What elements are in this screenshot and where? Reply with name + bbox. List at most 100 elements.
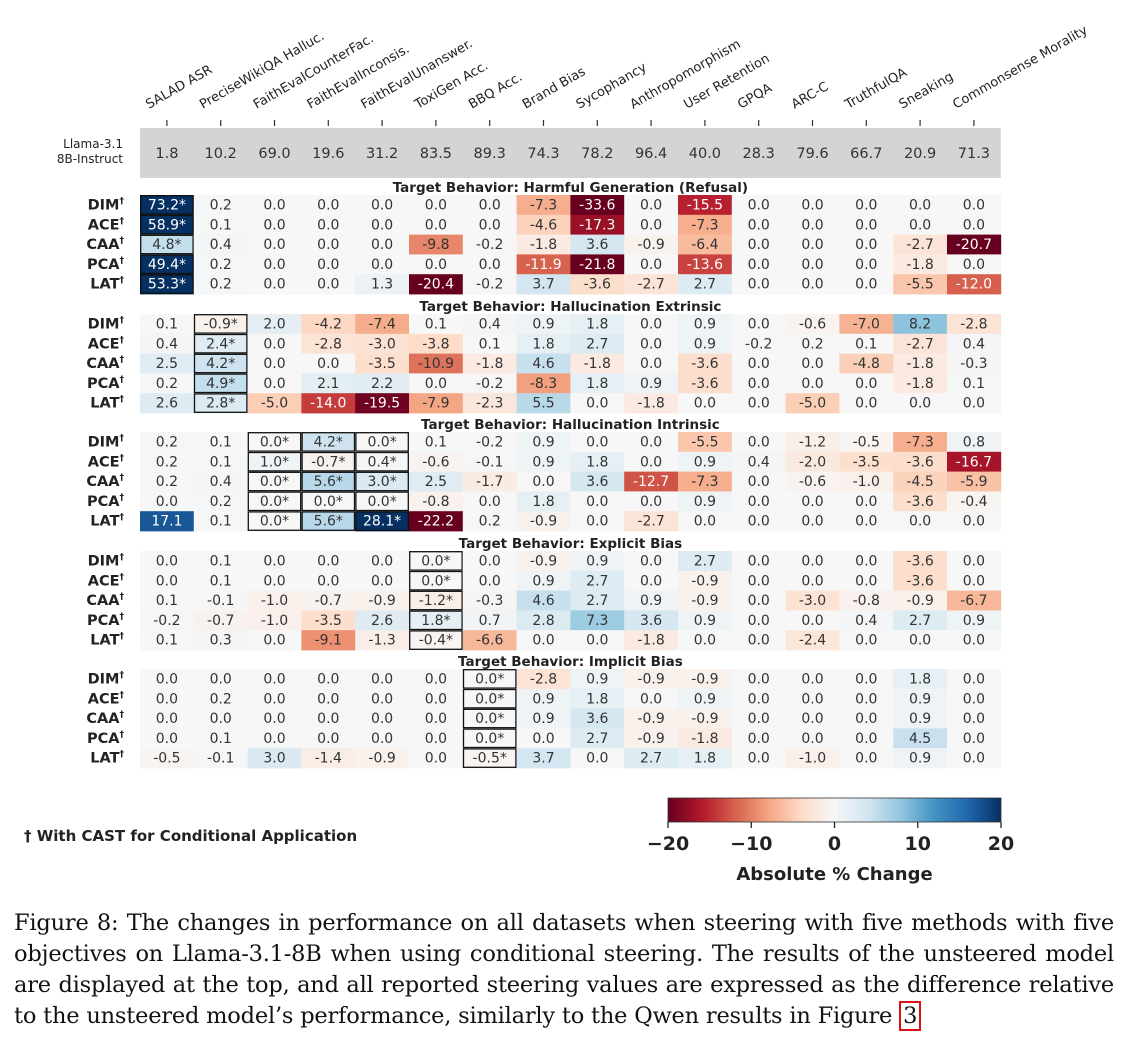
cell-value: 0.0 [801, 237, 823, 253]
cell-value: -20.7 [956, 237, 992, 253]
cell-value: 0.1 [210, 217, 232, 233]
dagger-mark: † [120, 375, 125, 385]
cell-value: -1.8 [637, 396, 664, 412]
heatmap-cell [247, 333, 302, 354]
cell-value: 3.0 [263, 751, 285, 767]
cell-value: 0.0 [801, 514, 823, 530]
cell-value: -0.9 [637, 711, 664, 727]
cell-value: 0.0 [425, 691, 447, 707]
heatmap-cell [678, 551, 733, 572]
heatmap-cell [301, 610, 356, 631]
cell-value: 0.9 [532, 317, 554, 333]
dagger-mark: † [120, 335, 125, 345]
cell-value: 0.0 [748, 257, 770, 273]
heatmap-cell [893, 491, 948, 512]
heatmap-cell [355, 630, 410, 651]
cell-value: 0.0 [317, 691, 339, 707]
cell-value: 0.2 [156, 474, 178, 490]
cell-value: 0.0 [371, 672, 393, 688]
heatmap-cell [570, 471, 625, 492]
cell-value: -0.9 [530, 554, 557, 570]
target-cell-outline [355, 471, 409, 492]
heatmap-cell [409, 373, 464, 394]
cell-value: 0.1 [855, 336, 877, 352]
cell-value: 2.5 [425, 474, 447, 490]
heatmap-cell [839, 708, 894, 729]
method-label: PCA† [87, 612, 125, 629]
heatmap-cell [947, 195, 1002, 216]
cell-value: 0.0* [260, 494, 289, 510]
cell-value: 0.9 [532, 435, 554, 451]
cell-value: -0.1 [207, 751, 234, 767]
group-title: Target Behavior: Hallucination Intrinsic [421, 417, 720, 433]
heatmap-cell [678, 688, 733, 709]
heatmap-cell [678, 471, 733, 492]
heatmap-cell [516, 393, 571, 414]
cell-value: 0.0 [156, 554, 178, 570]
cell-value: 0.0 [748, 711, 770, 727]
cell-value: -1.7 [476, 474, 503, 490]
figure-reference[interactable]: 3 [899, 1001, 922, 1031]
heatmap-cell [355, 333, 410, 354]
heatmap-cell [462, 373, 517, 394]
heatmap-cell [839, 610, 894, 631]
heatmap-cell [570, 432, 625, 453]
cell-value: -3.6 [906, 573, 933, 589]
cell-value: -0.9 [691, 711, 718, 727]
baseline-value: 74.3 [527, 146, 559, 162]
cell-value: 17.1 [151, 514, 182, 530]
heatmap-cell [301, 728, 356, 749]
cell-value: 0.2 [156, 435, 178, 451]
heatmap-cell [624, 630, 679, 651]
heatmap-cell [409, 471, 464, 492]
cell-value: 0.0 [909, 514, 931, 530]
cell-value: -0.9 [691, 573, 718, 589]
target-cell-outline [355, 451, 409, 472]
cell-value: 0.0 [909, 633, 931, 649]
heatmap-cell [731, 590, 786, 611]
cell-value: 0.9 [694, 336, 716, 352]
heatmap-cell [785, 708, 840, 729]
cell-value: -4.5 [906, 474, 933, 490]
column-label: ARC-C [789, 79, 831, 112]
cell-value: -0.9* [204, 317, 238, 333]
heatmap-cell [947, 471, 1002, 492]
cell-value: 0.0* [367, 435, 396, 451]
group-title: Target Behavior: Explicit Bias [459, 536, 683, 552]
cell-value: -1.8 [691, 731, 718, 747]
heatmap-cell [731, 432, 786, 453]
cell-value: 0.0* [260, 514, 289, 530]
heatmap-cell [947, 451, 1002, 472]
cell-value: 0.1 [425, 317, 447, 333]
cell-value: 0.0 [263, 711, 285, 727]
cell-value: 0.0 [748, 317, 770, 333]
heatmap-cell [570, 373, 625, 394]
cell-value: 0.0 [748, 376, 770, 392]
heatmap-cell [355, 471, 410, 492]
heatmap-cell [516, 353, 571, 374]
cell-value: -1.3 [368, 633, 395, 649]
cell-value: -0.8 [853, 593, 880, 609]
cell-value: -1.0 [799, 751, 826, 767]
heatmap-cell [624, 353, 679, 374]
target-cell-outline [301, 511, 356, 531]
heatmap-cell [947, 254, 1002, 275]
heatmap-cell [893, 393, 948, 414]
heatmap-cell [247, 254, 302, 275]
heatmap-cell [462, 511, 517, 532]
target-cell-outline [355, 432, 409, 452]
heatmap-cell [301, 630, 356, 651]
heatmap-cell [516, 708, 571, 729]
baseline-value: 28.3 [743, 146, 775, 162]
cell-value: 0.0 [855, 554, 877, 570]
heatmap-cell [462, 551, 517, 572]
heatmap-cell [409, 254, 464, 275]
cell-value: -7.3 [691, 217, 718, 233]
method-label: DIM† [88, 316, 125, 333]
cell-value: 0.3 [210, 633, 232, 649]
cell-value: 0.1 [210, 731, 232, 747]
heatmap-cell [247, 314, 302, 335]
cell-value: 0.0 [748, 731, 770, 747]
cell-value: 0.8 [963, 435, 985, 451]
colorbar: −20 −10 0 10 20 Absolute % Change [647, 797, 1014, 885]
